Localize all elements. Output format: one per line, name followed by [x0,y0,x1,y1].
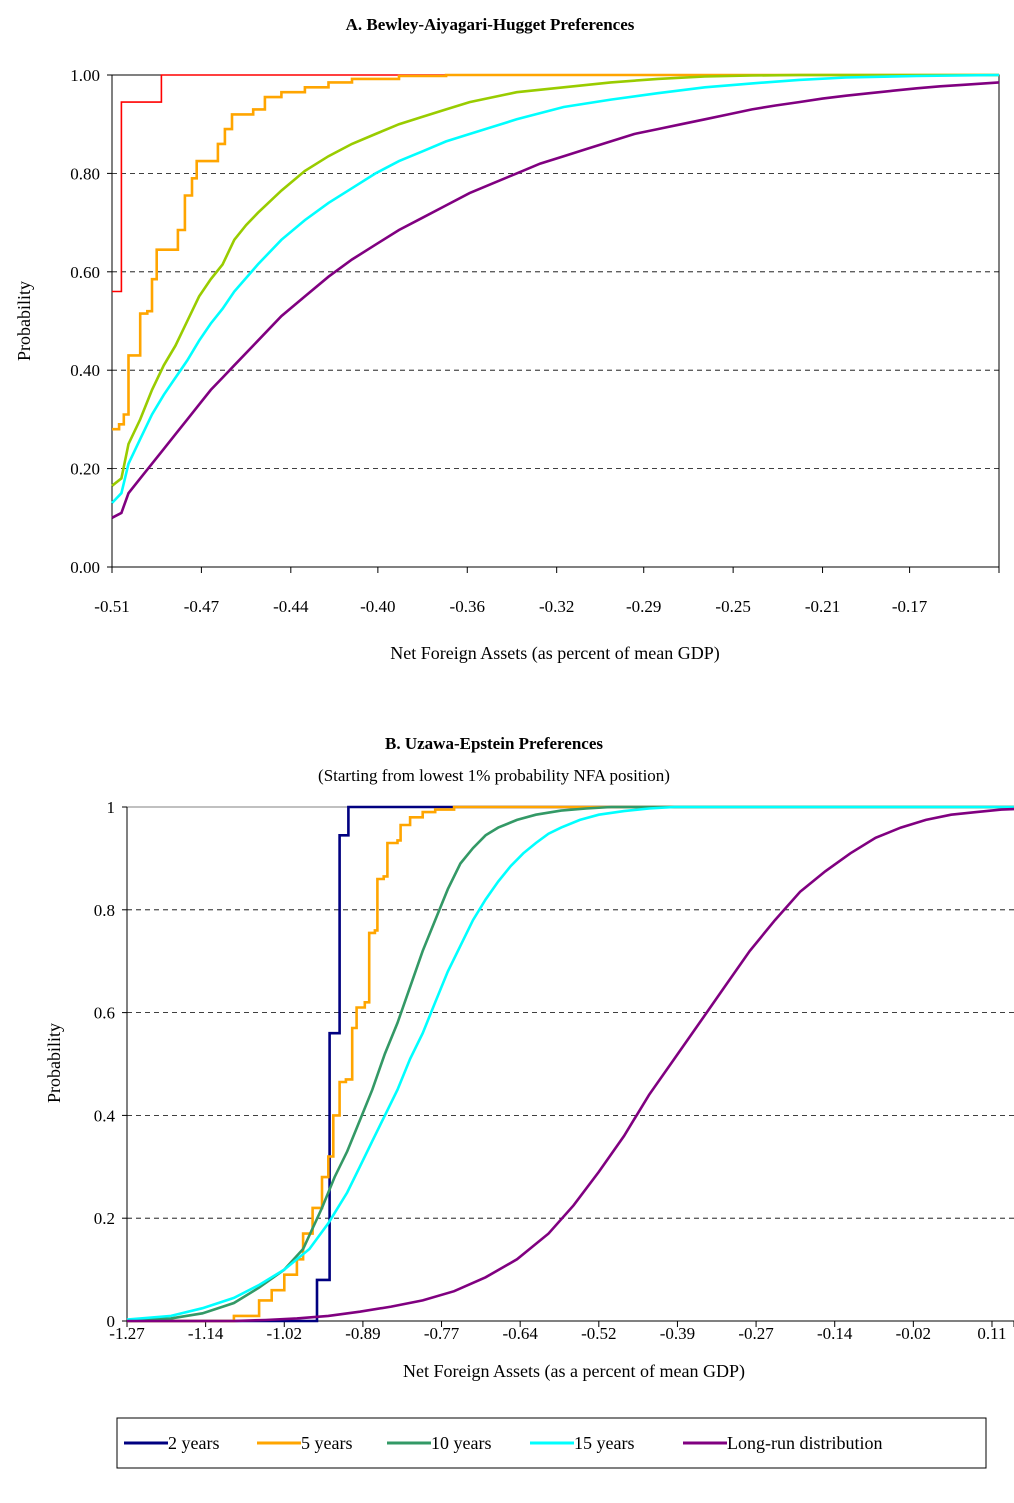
legend-label: 15 years [574,1433,634,1453]
panel-b-y-tick-label: 0.2 [94,1209,115,1228]
legend-label: Long-run distribution [727,1433,883,1453]
panel-b-series-long-run-distribution [127,807,1014,1323]
panel-a-x-tick-label: -0.36 [450,597,485,616]
panel-b-title: B. Uzawa-Epstein Preferences [385,734,603,753]
panel-a-y-tick-label: 1.00 [70,66,100,85]
panel-b-y-tick-label: 0 [107,1312,116,1331]
panel-a-y-tick-label: 0.80 [70,164,100,183]
legend-label: 10 years [431,1433,491,1453]
panel-b-x-tick-label: -1.14 [188,1324,224,1343]
legend-item-2-years: 2 years [124,1433,219,1453]
panel-a-y-tick-label: 0.00 [70,558,100,577]
panel-b-series-10-years [126,805,1014,1322]
legend-item-5-years: 5 years [257,1433,352,1453]
panel-b-y-tick-label: 0.6 [94,1004,115,1023]
panel-a-x-axis-label: Net Foreign Assets (as percent of mean G… [390,643,719,664]
panel-a-x-tick-label: -0.44 [273,597,309,616]
panel-b-series-2-years [127,805,1014,1323]
panel-b-series-15-years [126,805,1014,1321]
panel-a-x-tick-label: -0.25 [715,597,750,616]
panel-b-x-tick-label: -0.27 [738,1324,774,1343]
panel-a-x-tick-label: -0.51 [94,597,129,616]
panel-a-x-tick-label: -0.17 [892,597,928,616]
panel-a-plot-frame [111,74,1000,568]
legend-label: 5 years [301,1433,352,1453]
panel-a-chart: A. Bewley-Aiyagari-Hugget Preferences Pr… [14,15,1000,664]
panel-a-series-orange [112,73,999,431]
panel-b-x-tick-label: -0.02 [896,1324,931,1343]
panel-b-y-tick-label: 1 [107,798,116,817]
panel-b-x-tick-label: -1.02 [267,1324,302,1343]
panel-b-x-tick-label: -0.52 [581,1324,616,1343]
panel-b-subtitle: (Starting from lowest 1% probability NFA… [318,766,670,785]
panel-b-x-axis-label: Net Foreign Assets (as a percent of mean… [403,1361,745,1382]
panel-b-x-tick-label: -0.77 [424,1324,460,1343]
panel-b-y-axis-label: Probability [44,1023,64,1103]
panel-b-plot-area: 0 0.2 0.4 0.6 0.8 1 -1.27 -1.14 -1.02 -0.89 -0.77 -… [94,798,1014,1343]
panel-a-plot-area: 0.00 0.20 0.40 0.60 0.80 1.00 -0.51 -0.47 -0.44 -… [70,66,1000,616]
legend-item-long-run-distribution: Long-run distribution [683,1433,883,1453]
panel-a-x-tick-label: -0.32 [539,597,574,616]
panel-b-x-tick-label: -0.39 [660,1324,695,1343]
panel-a-y-axis-label: Probability [14,281,34,361]
panel-b-series-5-years [127,805,1014,1323]
panel-a-x-tick-label: -0.47 [184,597,220,616]
panel-a-x-tick-label: -0.40 [360,597,395,616]
panel-a-title: A. Bewley-Aiyagari-Hugget Preferences [346,15,635,34]
panel-b-x-tick-label: -0.64 [502,1324,538,1343]
legend-item-10-years: 10 years [387,1433,491,1453]
panel-b-x-tick-label: -0.14 [817,1324,853,1343]
panel-a-series-purple [111,81,1000,519]
panel-a-x-tick-label: -0.21 [805,597,840,616]
panel-b-x-tick-label: -1.27 [109,1324,145,1343]
panel-b-y-tick-label: 0.8 [94,901,115,920]
panel-b-chart: B. Uzawa-Epstein Preferences (Starting f… [44,734,1014,1382]
panel-a-y-tick-label: 0.20 [70,460,100,479]
panel-a-y-tick-label: 0.40 [70,361,100,380]
panel-a-series-red [112,74,999,293]
panel-b-x-tick-label: 0.11 [977,1324,1006,1343]
legend: 2 years 5 years 10 years 15 years Long-run d… [116,1417,987,1469]
panel-a-series-cyan [111,73,1000,504]
panel-a-y-tick-label: 0.60 [70,263,100,282]
panel-b-y-tick-label: 0.4 [94,1106,116,1125]
legend-label: 2 years [168,1433,219,1453]
panel-b-x-tick-label: -0.89 [345,1324,380,1343]
legend-item-15-years: 15 years [530,1433,634,1453]
panel-a-series-yellowgreen [111,73,999,487]
panel-a-x-tick-label: -0.29 [626,597,661,616]
